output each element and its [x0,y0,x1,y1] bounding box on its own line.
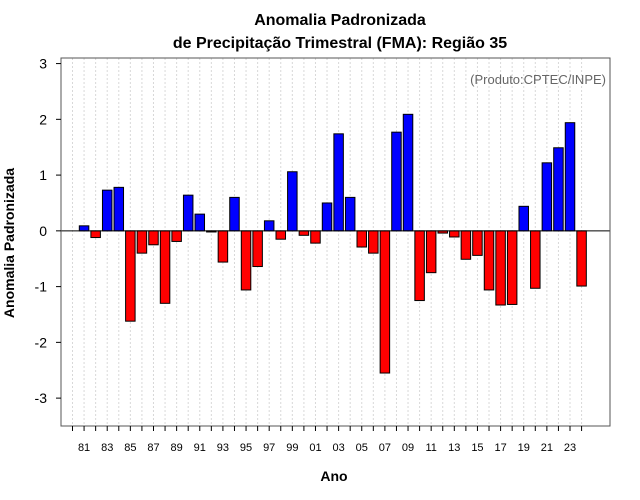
bar-99 [287,171,298,232]
x-tick-label: 95 [240,442,252,454]
bar-87 [148,230,159,246]
y-tick-label: -3 [35,390,48,406]
bar-81 [78,225,90,232]
x-tick-label: 01 [309,442,321,454]
bar-98 [275,230,287,240]
x-tick-label: 03 [332,442,344,454]
x-tick-label: 17 [494,442,506,454]
bar-15 [472,230,483,256]
x-tick-label: 13 [448,442,460,454]
x-tick-label: 93 [217,442,229,454]
x-tick-label: 09 [402,442,414,454]
bar-97 [263,220,275,232]
chart-subtitle: de Precipitação Trimestral (FMA): Região… [173,35,507,52]
y-tick-label: -2 [35,334,48,350]
bar-88 [159,230,171,304]
y-tick-label: 0 [39,223,47,239]
bar-04 [344,196,356,232]
bar-08 [391,131,402,232]
bar-23 [564,122,576,232]
plot-frame [60,57,611,427]
bar-82 [90,230,101,239]
bar-22 [553,147,564,232]
x-tick-label: 83 [101,442,113,454]
bar-85 [125,230,136,322]
x-axis-title: Ano [320,468,347,484]
bar-24 [576,230,587,287]
bar-89 [171,230,182,242]
bars [78,113,587,374]
bar-90 [182,194,194,232]
bar-95 [240,230,252,291]
bar-14 [460,230,472,260]
x-tick-label: 11 [425,442,436,454]
bar-09 [402,113,414,232]
x-tick-label: 23 [564,442,576,454]
bar-13 [449,230,460,238]
bar-00 [298,230,310,236]
y-tick-label: -1 [35,279,48,295]
y-tick-label: 2 [39,111,47,127]
bar-10 [414,230,425,302]
x-tick-label: 89 [171,442,183,454]
bar-96 [252,230,263,268]
bar-94 [229,196,240,232]
x-tick-label: 99 [286,442,298,454]
x-tick-label: 15 [471,442,483,454]
bar-93 [217,230,229,263]
x-tick-label: 05 [356,442,368,454]
y-tick-label: 3 [39,56,47,72]
x-tick-label: 21 [541,442,553,454]
credit-label: (Produto:CPTEC/INPE) [470,72,606,87]
bar-05 [356,230,367,248]
chart-title: Anomalia Padronizada [254,12,426,29]
y-axis: -3 -2 -1 0 1 2 3 [35,56,61,406]
bar-91 [194,213,206,232]
bar-20 [530,230,541,289]
bar-83 [101,189,113,232]
bar-02 [321,202,333,232]
bar-01 [310,230,321,244]
bar-21 [541,162,553,232]
x-tick-label: 85 [124,442,136,454]
y-axis-title: Anomalia Padronizada [1,168,17,318]
x-tick-label: 97 [263,442,275,454]
x-tick-label: 87 [147,442,159,454]
bar-03 [333,133,344,232]
bar-86 [136,230,148,254]
bar-19 [518,205,529,232]
x-tick-label: 07 [379,442,391,454]
x-axis: 81 83 85 87 89 91 93 95 97 99 01 03 05 07 09 11 13 15 17 19… [72,426,583,454]
bar-17 [495,230,506,306]
bar-84 [113,186,125,232]
bar-18 [506,230,518,305]
bar-11 [425,230,437,274]
x-tick-label: 81 [78,442,90,454]
y-tick-label: 1 [39,167,47,183]
bar-16 [483,230,495,291]
bar-07 [379,230,391,374]
x-tick-label: 19 [518,442,530,454]
x-tick-label: 91 [194,442,206,454]
bar-06 [368,230,379,254]
